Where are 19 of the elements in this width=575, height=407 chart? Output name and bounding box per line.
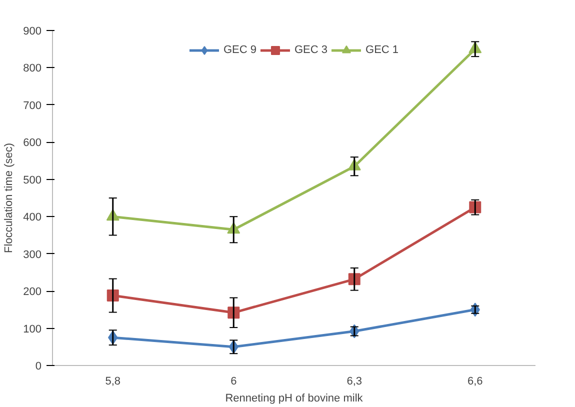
legend-label: GEC 1: [366, 44, 399, 56]
legend-label: GEC 3: [294, 44, 328, 56]
x-axis-title: Renneting pH of bovine milk: [225, 392, 364, 404]
y-tick-label: 500: [23, 174, 42, 186]
legend-label: GEC 9: [223, 44, 256, 56]
y-tick-label: 300: [23, 248, 42, 261]
y-tick-label: 700: [23, 100, 42, 112]
y-tick-label: 100: [23, 323, 42, 336]
y-tick-label: 0: [35, 360, 42, 372]
x-tick-label: 6,6: [467, 376, 483, 388]
y-tick-label: 400: [23, 212, 42, 224]
y-tick-label: 800: [23, 62, 42, 75]
y-axis-title: Flocculation time (sec): [3, 142, 16, 254]
x-tick-label: 6: [230, 376, 237, 388]
y-tick-label: 200: [23, 286, 42, 298]
y-tick-label: 900: [23, 26, 42, 38]
y-tick-label: 600: [23, 137, 42, 150]
x-tick-label: 5,8: [105, 376, 121, 388]
x-tick-label: 6,3: [346, 376, 362, 388]
